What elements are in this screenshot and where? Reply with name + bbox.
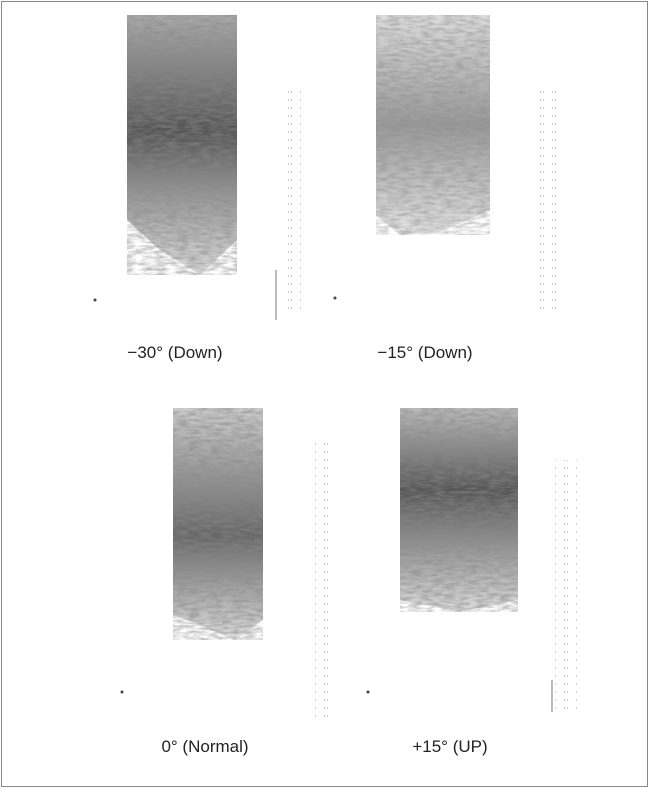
caption: 0° (Normal) [161,737,248,756]
panel-image [333,15,556,310]
caption: −15° (Down) [377,343,472,362]
caption: −30° (Down) [127,343,222,362]
caption: +15° (UP) [412,737,487,756]
panel-image [120,408,333,720]
panel-image [366,408,577,715]
panel-image [93,15,302,320]
